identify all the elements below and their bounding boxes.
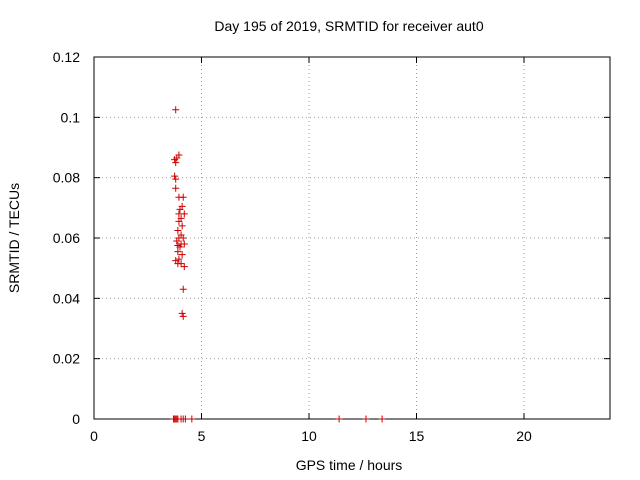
data-point [172,159,180,167]
y-tick-label: 0.02 [53,351,80,367]
data-point [175,217,183,225]
x-tick-label: 10 [301,428,317,444]
data-point [172,106,180,114]
data-point [180,263,188,271]
data-point [178,222,186,230]
data-point [176,243,184,251]
data-point [378,415,386,423]
y-tick-label: 0 [72,411,80,427]
x-tick-label: 15 [409,428,425,444]
y-axis-label: SRMTID / TECUs [6,183,22,293]
data-point [179,193,187,201]
data-point [172,184,180,192]
y-tick-label: 0.06 [53,230,80,246]
chart-title: Day 195 of 2019, SRMTID for receiver aut… [214,18,483,34]
data-point [176,205,184,213]
data-point [179,234,187,242]
data-point [171,172,179,180]
grid [94,57,610,419]
x-tick-label: 5 [198,428,206,444]
data-point [171,156,179,164]
data-point [180,240,188,248]
data-point [178,251,186,259]
x-axis-label: GPS time / hours [296,457,403,473]
y-tick-label: 0.04 [53,290,80,306]
x-tick-label: 0 [90,428,98,444]
y-tick-label: 0.12 [53,49,80,65]
data-point [179,285,187,293]
data-point [181,415,189,423]
y-tick-label: 0.1 [61,109,81,125]
data-points [170,106,386,423]
data-point [175,255,183,263]
data-point [362,415,370,423]
data-point [174,226,182,234]
data-point [177,260,185,268]
ticks: 0 5 10 15 20 0 0.02 0.04 0.06 0.08 0.1 0.12 [53,49,610,444]
data-point [178,309,186,317]
data-point [172,175,180,183]
data-point [188,415,196,423]
data-point [174,248,182,256]
x-tick-label: 20 [516,428,532,444]
data-point [173,237,181,245]
data-point [179,312,187,320]
data-point [180,210,188,218]
data-point [335,415,343,423]
y-tick-label: 0.08 [53,170,80,186]
